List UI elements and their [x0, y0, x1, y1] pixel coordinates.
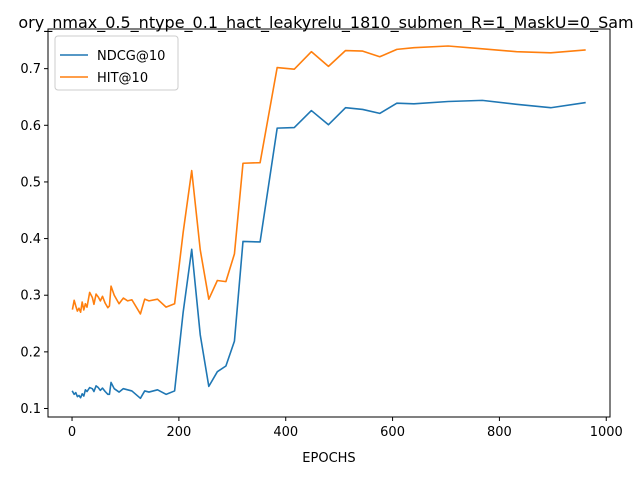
series-layer: [71, 45, 586, 400]
y-tick-label: 0.3: [20, 289, 41, 304]
x-tick-label: 400: [273, 425, 298, 440]
y-tick-label: 0.4: [20, 232, 41, 247]
y-axis: 0.1 0.2 0.3 0.4 0.5 0.6 0.7: [20, 62, 48, 417]
chart-title: ory_nmax_0.5_ntype_0.1_hact_leakyrelu_18…: [18, 13, 633, 33]
series-line-hit-10: [71, 45, 586, 315]
y-tick-label: 0.7: [20, 62, 41, 77]
y-tick-label: 0.5: [20, 175, 41, 190]
x-tick-label: 600: [380, 425, 405, 440]
x-axis: 0 200 400 600 800 1000: [68, 417, 623, 440]
legend-label-hit: HIT@10: [97, 71, 148, 86]
plot-frame: [47, 28, 611, 418]
series-line-ndcg-10: [71, 99, 586, 400]
x-axis-label: EPOCHS: [302, 451, 355, 466]
x-tick-label: 0: [68, 425, 76, 440]
y-tick-label: 0.2: [20, 345, 41, 360]
x-tick-label: 800: [487, 425, 512, 440]
y-tick-label: 0.1: [20, 402, 41, 417]
y-tick-label: 0.6: [20, 119, 41, 134]
x-tick-label: 200: [166, 425, 191, 440]
x-tick-label: 1000: [590, 425, 623, 440]
legend: NDCG@10 HIT@10: [54, 35, 179, 91]
legend-label-ndcg: NDCG@10: [97, 49, 165, 64]
